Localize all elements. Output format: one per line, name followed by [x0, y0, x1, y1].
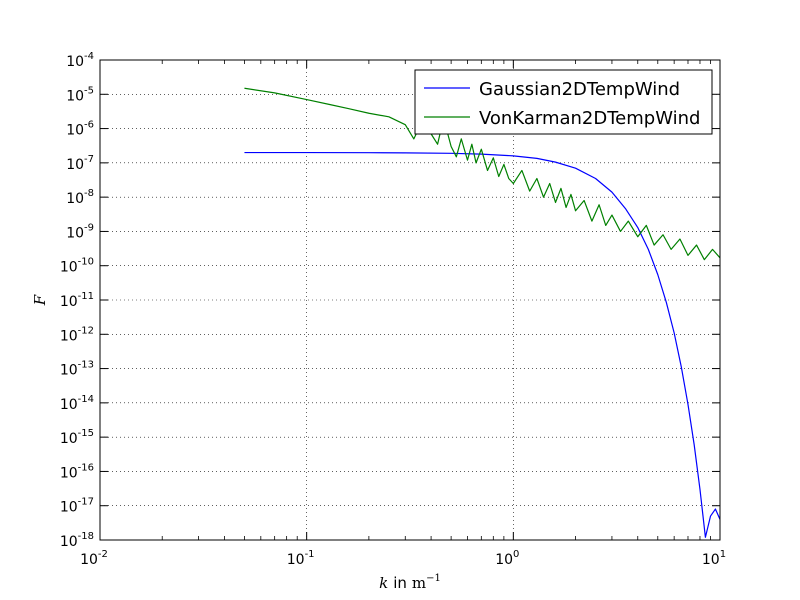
x-tick-label-base: 10: [702, 552, 720, 568]
y-tick-label-base: 10: [66, 88, 84, 104]
y-tick-label-exp: -13: [78, 360, 94, 371]
x-axis-label-mid: in: [393, 574, 407, 592]
legend-label-vonkarman: VonKarman2DTempWind: [479, 108, 700, 129]
y-tick-label-base: 10: [60, 534, 78, 550]
y-tick-label: 10-15: [60, 428, 94, 447]
legend: Gaussian2DTempWind VonKarman2DTempWind: [414, 69, 713, 135]
y-tick-label-base: 10: [60, 260, 78, 276]
y-tick-label: 10-17: [60, 497, 94, 516]
y-tick-label-exp: -6: [84, 120, 94, 131]
y-tick-label-base: 10: [60, 397, 78, 413]
y-tick-label: 10-10: [60, 257, 94, 276]
ticks: 10-2 10-1 100 10110-410-510-610-710-810-910…: [60, 51, 726, 568]
y-tick-label: 10-7: [66, 154, 94, 173]
x-tick-label-base: 10: [495, 552, 513, 568]
y-tick-label-exp: -11: [78, 291, 94, 302]
y-tick-label-base: 10: [66, 123, 84, 139]
y-tick-label-exp: -9: [84, 222, 94, 233]
y-tick-label-base: 10: [60, 500, 78, 516]
y-tick-label-exp: -8: [84, 188, 94, 199]
x-tick-label-base: 10: [80, 552, 98, 568]
x-tick-label-exp: -2: [98, 549, 108, 560]
y-tick-label-base: 10: [60, 363, 78, 379]
y-tick-label-exp: -14: [78, 394, 94, 405]
y-tick-label: 10-13: [60, 360, 94, 379]
y-tick-label-base: 10: [60, 431, 78, 447]
y-tick-label-base: 10: [60, 328, 78, 344]
x-tick-label-exp: 0: [513, 549, 519, 560]
x-tick-label: 10-1: [287, 549, 315, 568]
y-tick-label-exp: -5: [84, 85, 94, 96]
y-tick-label-base: 10: [66, 54, 84, 70]
x-tick-label-exp: -1: [305, 549, 315, 560]
x-tick-label: 100: [495, 549, 519, 568]
y-tick-label-exp: -12: [78, 325, 94, 336]
x-axis-label-exp: −1: [426, 573, 441, 584]
legend-label-gaussian: Gaussian2DTempWind: [479, 79, 680, 100]
y-tick-label: 10-12: [60, 325, 94, 344]
y-tick-label-base: 10: [66, 191, 84, 207]
y-tick-label-exp: -18: [78, 531, 94, 542]
y-axis-label: F: [31, 294, 49, 306]
y-tick-label-base: 10: [60, 294, 78, 310]
y-tick-label: 10-8: [66, 188, 94, 207]
y-tick-label: 10-14: [60, 394, 94, 413]
y-tick-label: 10-4: [66, 51, 94, 70]
x-tick-label-base: 10: [287, 552, 305, 568]
y-tick-label-exp: -4: [84, 51, 94, 62]
y-tick-label-exp: -10: [78, 257, 94, 268]
y-tick-label-exp: -15: [78, 428, 94, 439]
y-tick-label: 10-5: [66, 85, 94, 104]
x-axis-label-var: k: [379, 574, 388, 592]
x-axis-label-unit: m: [412, 574, 426, 592]
y-tick-label-base: 10: [66, 157, 84, 173]
x-tick-label: 101: [702, 549, 726, 568]
y-tick-label-base: 10: [66, 225, 84, 241]
y-tick-label: 10-18: [60, 531, 94, 550]
y-tick-label-exp: -17: [78, 497, 94, 508]
y-tick-label: 10-9: [66, 222, 94, 241]
x-tick-label: 10-2: [80, 549, 108, 568]
y-tick-label-base: 10: [60, 465, 78, 481]
legend-box: [414, 69, 713, 135]
y-tick-label: 10-11: [60, 291, 94, 310]
y-tick-label: 10-6: [66, 120, 94, 139]
y-tick-label-exp: -7: [84, 154, 94, 165]
y-tick-label-exp: -16: [78, 462, 94, 473]
y-tick-label: 10-16: [60, 462, 94, 481]
x-axis-label: k in m−1: [379, 573, 441, 592]
series-line-0: [244, 151, 721, 538]
x-tick-label-exp: 1: [720, 549, 726, 560]
